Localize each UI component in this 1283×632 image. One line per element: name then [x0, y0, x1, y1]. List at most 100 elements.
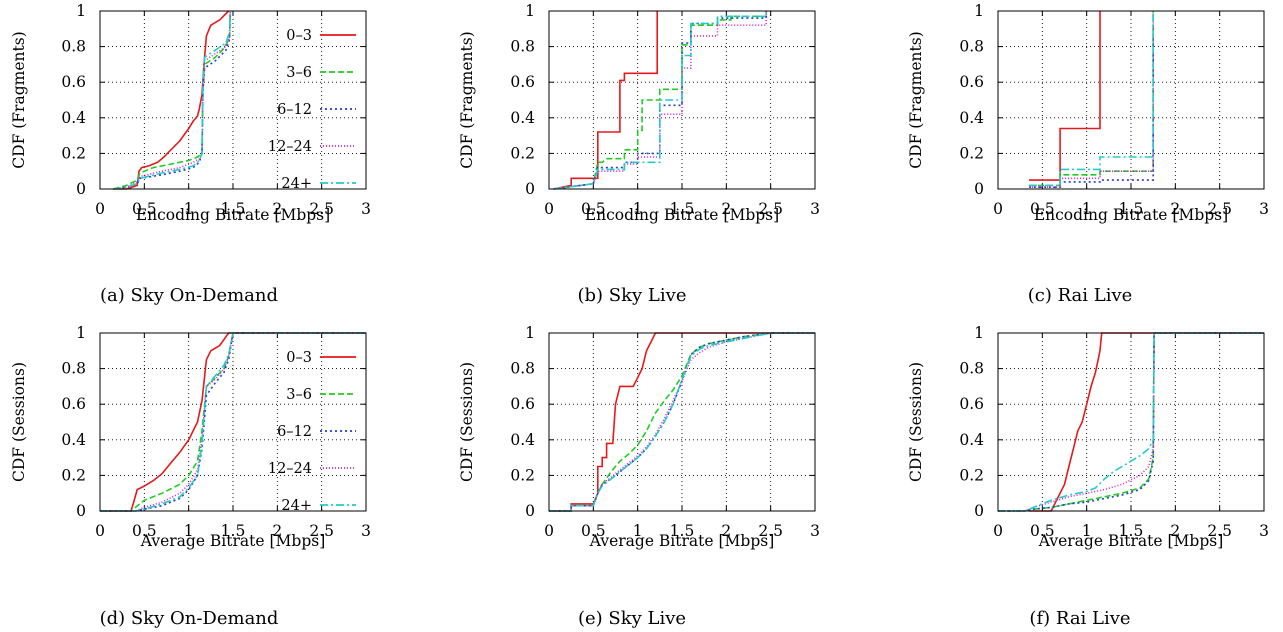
- series-line-1: [1029, 332, 1264, 512]
- series-line-4: [1029, 11, 1154, 188]
- y-axis-label: CDF (Sessions): [458, 362, 476, 482]
- gridlines: [549, 333, 815, 511]
- y-tick-label: 0.6: [510, 395, 535, 413]
- x-tick-label: 1: [1082, 200, 1092, 218]
- subfigure-caption: (b) Sky Live: [578, 285, 687, 306]
- x-tick-label: 1.5: [670, 522, 695, 540]
- series-line-2: [1029, 11, 1154, 187]
- x-axis-label: Average Bitrate [Mbps]: [140, 532, 326, 550]
- y-tick-label: 0.8: [959, 38, 984, 56]
- y-axis-label: CDF (Fragments): [458, 31, 476, 168]
- x-axis-label: Average Bitrate [Mbps]: [1038, 532, 1224, 550]
- x-tick-label: 2: [721, 522, 731, 540]
- series-line-3: [100, 332, 366, 512]
- x-tick-label: 2: [1170, 200, 1180, 218]
- series-line-3: [549, 332, 815, 512]
- x-tick-label: 2.5: [309, 522, 334, 540]
- x-tick-label: 2: [272, 200, 282, 218]
- series-group: [998, 332, 1264, 512]
- x-axis-label: Encoding Bitrate [Mbps]: [585, 206, 779, 224]
- y-tick-label: 0: [974, 502, 984, 520]
- y-axis-label: CDF (Fragments): [10, 31, 28, 168]
- x-tick-label: 1: [184, 522, 194, 540]
- y-tick-label: 0.6: [959, 73, 984, 91]
- x-tick-label: 0: [95, 200, 105, 218]
- series-line-3: [998, 332, 1264, 512]
- gridlines: [998, 333, 1264, 511]
- series-line-5: [113, 10, 232, 190]
- x-tick-label: 3: [361, 200, 371, 218]
- x-tick-label: 0.5: [132, 522, 157, 540]
- legend-label: 24+: [281, 498, 312, 514]
- series-line-2: [113, 10, 232, 190]
- x-tick-label: 3: [810, 200, 820, 218]
- series-line-4: [549, 332, 815, 512]
- series-group: [549, 332, 815, 512]
- y-tick-label: 0.6: [959, 395, 984, 413]
- y-tick-label: 0.4: [61, 109, 86, 127]
- x-tick-label: 1: [633, 522, 643, 540]
- series-line-2: [553, 11, 767, 190]
- y-tick-label: 0.4: [510, 431, 535, 449]
- series-line-5: [553, 11, 767, 190]
- x-tick-label: 0: [95, 522, 105, 540]
- x-tick-label: 3: [361, 522, 371, 540]
- y-tick-label: 1: [76, 2, 86, 20]
- y-tick-label: 0.2: [959, 144, 984, 162]
- y-tick-label: 0: [76, 180, 86, 198]
- legend-label: 12–24: [268, 461, 312, 477]
- plot-frame: [997, 332, 1265, 512]
- subfigure-caption: (c) Rai Live: [1028, 285, 1133, 306]
- x-tick-label: 0: [544, 522, 554, 540]
- x-tick-label: 0.5: [1030, 200, 1055, 218]
- y-tick-label: 0.4: [510, 109, 535, 127]
- legend-label: 6–12: [277, 424, 312, 440]
- subfigure-caption: (f) Rai Live: [1029, 608, 1130, 628]
- y-tick-label: 1: [525, 324, 535, 342]
- subfigure-caption: (e) Sky Live: [578, 608, 686, 628]
- legend-label: 12–24: [268, 139, 312, 155]
- y-tick-label: 0.2: [959, 466, 984, 484]
- x-tick-label: 0: [993, 522, 1003, 540]
- y-tick-label: 0: [525, 180, 535, 198]
- x-tick-label: 3: [1259, 200, 1269, 218]
- legend: 0–3 3–6 6–12 12–24 24+: [268, 350, 356, 514]
- legend-label: 0–3: [286, 28, 312, 44]
- x-axis-label: Average Bitrate [Mbps]: [589, 532, 775, 550]
- legend-label: 3–6: [286, 387, 312, 403]
- series-line-1: [113, 10, 230, 190]
- legend-label: 3–6: [286, 65, 312, 81]
- series-line-3: [113, 10, 232, 190]
- x-tick-label: 2: [272, 522, 282, 540]
- y-tick-label: 0.8: [61, 360, 86, 378]
- x-tick-label: 2.5: [758, 200, 783, 218]
- x-tick-label: 1.5: [1119, 522, 1144, 540]
- series-line-5: [998, 332, 1264, 512]
- x-tick-label: 1: [633, 200, 643, 218]
- gridlines: [100, 333, 366, 511]
- series-line-4: [553, 11, 767, 190]
- y-tick-label: 0.8: [510, 360, 535, 378]
- series-group: [113, 10, 232, 190]
- x-tick-label: 2.5: [1207, 200, 1232, 218]
- y-tick-label: 0.6: [61, 73, 86, 91]
- x-axis-label: Encoding Bitrate [Mbps]: [1034, 206, 1228, 224]
- series-group: [553, 11, 767, 190]
- x-tick-label: 2.5: [309, 200, 334, 218]
- y-axis-label: CDF (Fragments): [907, 31, 925, 168]
- series-line-1: [553, 11, 658, 190]
- x-tick-label: 3: [1259, 522, 1269, 540]
- subfigure-caption: (a) Sky On-Demand: [100, 285, 278, 306]
- x-tick-label: 0.5: [1030, 522, 1055, 540]
- y-tick-label: 0.2: [61, 466, 86, 484]
- series-line-5: [1029, 11, 1154, 187]
- y-axis-label: CDF (Sessions): [907, 362, 925, 482]
- series-line-1: [1029, 11, 1101, 181]
- x-tick-label: 1.5: [221, 200, 246, 218]
- series-line-2: [100, 332, 366, 512]
- series-line-1: [100, 332, 366, 512]
- y-tick-label: 1: [525, 2, 535, 20]
